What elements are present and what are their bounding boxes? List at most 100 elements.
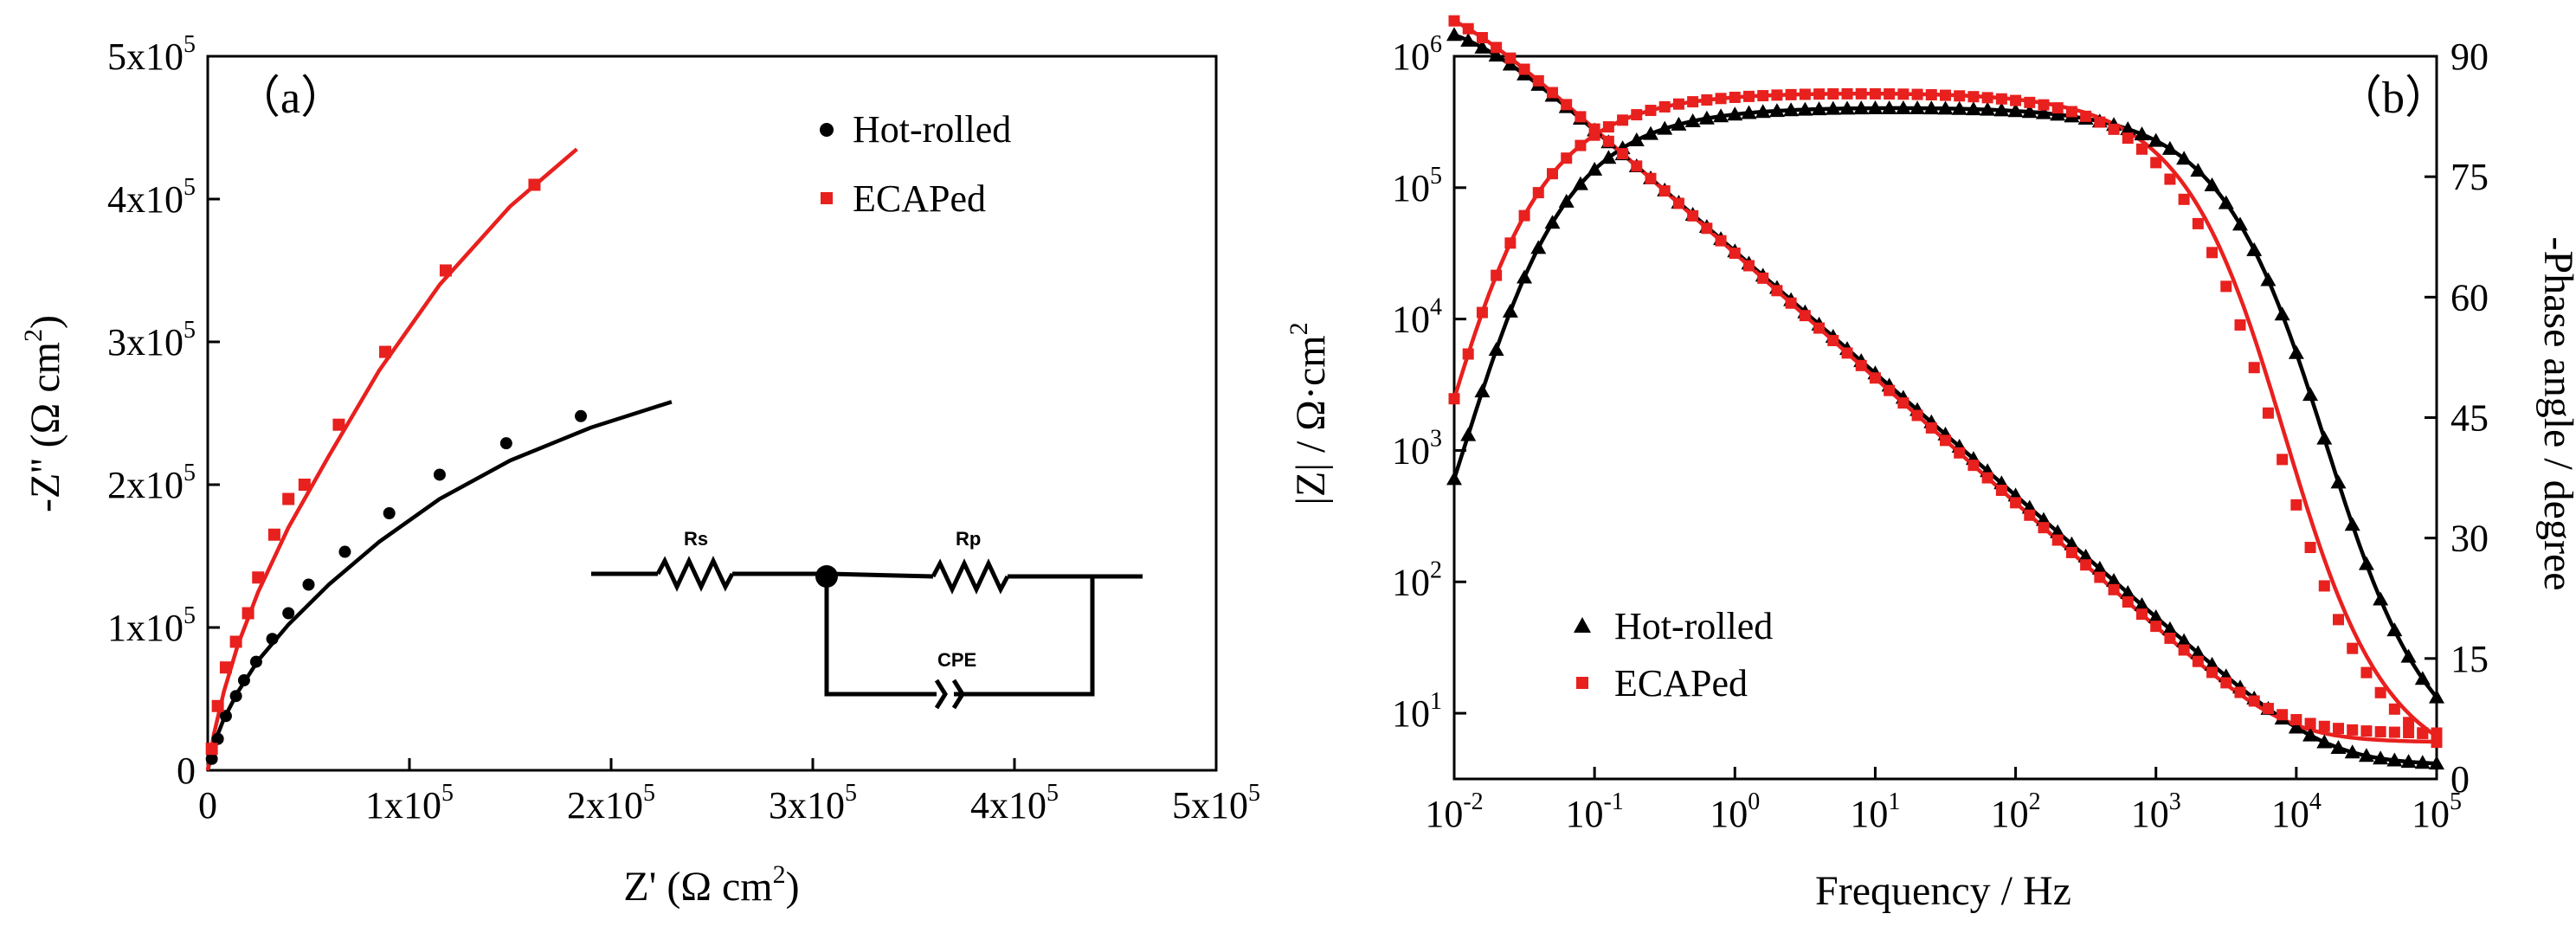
point-phase-ecaped-51 [2164,173,2176,185]
point-modulus-ecaped-18 [1701,222,1713,235]
point-modulus-ecaped-36 [1954,447,1966,459]
panel-b-x-tick-label-2: 100 [1710,788,1760,835]
point-phase-ecaped-48 [2122,132,2134,145]
point-hot-rolled-11 [433,468,446,481]
point-modulus-ecaped-52 [2178,644,2190,656]
point-modulus-ecaped-26 [1813,322,1826,334]
point-phase-ecaped-70 [2431,737,2443,749]
point-phase-hot-rolled-17 [1684,113,1701,127]
point-phase-hot-rolled-59 [2274,306,2290,321]
point-modulus-ecaped-70 [2431,727,2443,739]
point-phase-hot-rolled-70 [2429,689,2444,704]
point-modulus-ecaped-31 [1884,384,1896,396]
point-modulus-ecaped-54 [2206,666,2219,679]
cpe-element [934,679,965,710]
panel-b-x-tick-label-4: 102 [1991,788,2041,835]
point-hot-rolled-8 [302,578,315,591]
point-phase-ecaped-62 [2318,580,2330,592]
point-ecaped-1 [211,699,224,712]
point-phase-ecaped-30 [1869,87,1881,100]
point-phase-ecaped-46 [2094,116,2106,128]
point-phase-hot-rolled-13 [1628,132,1645,147]
panel-a-x-tick-label-2: 2x105 [567,780,655,827]
point-modulus-ecaped-38 [1981,472,1993,484]
point-modulus-hot-rolled-61 [2302,727,2319,742]
point-phase-ecaped-10 [1588,129,1600,141]
legend-marker-hot-rolled [820,123,834,137]
point-phase-hot-rolled-39 [1993,102,2010,117]
point-phase-hot-rolled-11 [1600,150,1617,164]
point-ecaped-4 [242,607,254,620]
point-phase-hot-rolled-43 [2050,106,2066,121]
rp-resistor [931,558,1010,595]
point-modulus-ecaped-30 [1869,372,1881,384]
panel-a-nyquist: 0 1x105 2x105 3x105 4x105 5x105 0 1x105 2x105 3x1… [19,31,1260,910]
point-phase-ecaped-26 [1813,88,1826,100]
point-modulus-hot-rolled-2 [1474,39,1491,54]
point-phase-ecaped-27 [1827,88,1839,100]
point-phase-hot-rolled-64 [2344,517,2360,531]
point-modulus-hot-rolled-45 [2077,548,2094,563]
point-modulus-ecaped-46 [2094,571,2106,583]
point-phase-ecaped-69 [2417,727,2429,739]
point-phase-hot-rolled-37 [1965,101,1981,116]
point-ecaped-11 [439,264,452,277]
point-phase-ecaped-11 [1602,121,1614,133]
point-hot-rolled-5 [249,655,262,668]
point-modulus-ecaped-19 [1715,235,1727,247]
rp-label: Rp [956,528,981,550]
point-hot-rolled-9 [338,545,351,558]
point-phase-hot-rolled-28 [1839,100,1855,115]
point-modulus-ecaped-59 [2277,709,2289,721]
point-ecaped-2 [219,661,232,674]
point-phase-ecaped-39 [1995,93,2007,105]
point-hot-rolled-13 [575,409,588,422]
panel-b-x-tick-label-0: 10-2 [1425,788,1483,835]
point-phase-ecaped-49 [2136,143,2148,155]
point-phase-ecaped-32 [1897,88,1909,100]
point-ecaped-10 [379,345,392,358]
point-modulus-hot-rolled-67 [2386,752,2403,767]
point-phase-ecaped-19 [1715,93,1727,105]
point-phase-hot-rolled-20 [1727,106,1743,121]
point-modulus-ecaped-15 [1658,185,1671,197]
point-modulus-ecaped-20 [1729,248,1741,260]
point-phase-hot-rolled-26 [1811,101,1827,116]
point-ecaped-9 [332,418,345,431]
point-modulus-hot-rolled-1 [1460,32,1477,47]
point-phase-ecaped-60 [2290,499,2302,511]
point-phase-hot-rolled-58 [2260,272,2277,286]
point-phase-hot-rolled-21 [1741,105,1757,119]
point-modulus-ecaped-57 [2248,695,2260,707]
point-modulus-ecaped-8 [1561,99,1573,111]
fit-line-ecaped [205,147,578,771]
panel-b-x-tick-label-7: 105 [2412,788,2462,835]
panel-a-y-tick-label-3: 3x105 [107,317,196,364]
point-ecaped-6 [267,528,280,541]
point-phase-ecaped-35 [1940,89,1951,101]
point-phase-ecaped-12 [1617,114,1629,126]
point-modulus-ecaped-50 [2150,621,2162,633]
point-phase-ecaped-4 [1504,237,1517,249]
point-modulus-ecaped-7 [1547,87,1558,99]
point-modulus-ecaped-47 [2108,583,2120,595]
panel-b-ticks: 10-2 10-1 100 101 102 103 104 105 101 102 103 104 10… [1392,31,2489,835]
point-phase-hot-rolled-7 [1544,215,1561,229]
point-phase-hot-rolled-40 [2007,103,2024,118]
point-modulus-hot-rolled-62 [2316,734,2333,749]
point-modulus-ecaped-65 [2360,725,2373,737]
point-hot-rolled-1 [211,732,224,745]
point-modulus-ecaped-21 [1743,260,1755,272]
panel-a-y-title: -Z'' (Ω cm2) [19,315,68,512]
point-modulus-ecaped-66 [2374,725,2386,737]
point-modulus-ecaped-39 [1995,484,2007,496]
point-modulus-hot-rolled-48 [2120,585,2136,600]
point-modulus-ecaped-9 [1575,111,1587,123]
point-modulus-ecaped-42 [2038,522,2050,534]
point-phase-hot-rolled-66 [2373,591,2389,606]
panel-b-y-left-tick-label-4: 105 [1392,163,1442,209]
point-modulus-ecaped-61 [2304,717,2316,730]
point-modulus-hot-rolled-66 [2373,750,2389,765]
legend-marker-ecaped-b [1576,677,1588,689]
point-phase-ecaped-36 [1954,90,1966,102]
